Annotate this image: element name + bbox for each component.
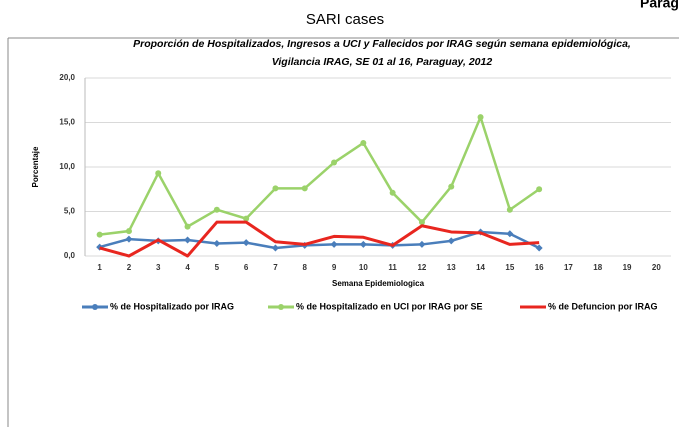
x-tick-label: 19 — [623, 263, 632, 272]
y-tick-label: 10,0 — [59, 162, 75, 171]
x-tick-label: 12 — [417, 263, 426, 272]
point — [272, 185, 279, 192]
y-axis-label: Porcentaje — [31, 146, 40, 187]
x-axis-label: Semana Epidemiologica — [332, 279, 425, 288]
x-tick-label: 3 — [156, 263, 161, 272]
point — [184, 223, 191, 230]
x-tick-label: 20 — [652, 263, 661, 272]
y-tick-label: 0,0 — [64, 251, 76, 260]
x-tick-label: 5 — [215, 263, 220, 272]
y-tick-label: 15,0 — [59, 118, 75, 127]
x-tick-label: 13 — [447, 263, 456, 272]
x-tick-label: 9 — [332, 263, 337, 272]
point — [506, 230, 514, 238]
point — [213, 240, 221, 248]
point — [184, 236, 192, 244]
point — [331, 159, 338, 166]
point — [242, 239, 250, 247]
corner-text: Parag — [640, 0, 679, 11]
legend-marker — [92, 304, 98, 310]
point — [360, 139, 367, 146]
x-tick-label: 6 — [244, 263, 249, 272]
point — [213, 206, 220, 213]
point — [301, 185, 308, 192]
point — [330, 240, 338, 248]
x-tick-label: 18 — [593, 263, 602, 272]
series-line — [99, 115, 540, 236]
point — [125, 228, 132, 235]
x-tick-label: 10 — [359, 263, 368, 272]
point — [535, 244, 543, 252]
point — [125, 235, 133, 243]
chart-subtitle: Proporción de Hospitalizados, Ingresos a… — [133, 38, 631, 50]
point — [389, 189, 396, 196]
point — [448, 183, 455, 190]
point — [447, 237, 455, 245]
point — [477, 114, 484, 121]
x-tick-label: 15 — [505, 263, 514, 272]
chart-title: SARI cases — [306, 11, 384, 28]
point — [155, 170, 162, 177]
x-tick-label: 1 — [97, 263, 102, 272]
legend-label: % de Defuncion por IRAG — [548, 301, 658, 311]
x-tick-label: 11 — [388, 263, 397, 272]
point — [536, 186, 543, 193]
point — [418, 219, 425, 226]
x-tick-label: 2 — [127, 263, 132, 272]
x-tick-label: 14 — [476, 263, 485, 272]
x-tick-label: 7 — [273, 263, 278, 272]
x-tick-label: 8 — [303, 263, 308, 272]
y-tick-label: 5,0 — [64, 207, 76, 216]
point — [418, 240, 426, 248]
point — [506, 206, 513, 213]
y-tick-label: 20,0 — [59, 73, 75, 82]
x-tick-label: 17 — [564, 263, 573, 272]
series-line — [99, 220, 540, 258]
legend-marker — [278, 304, 284, 310]
point — [271, 244, 279, 252]
point — [96, 231, 103, 238]
legend-label: % de Hospitalizado en UCI por IRAG por S… — [296, 301, 483, 311]
x-tick-label: 16 — [535, 263, 544, 272]
x-tick-label: 4 — [185, 263, 190, 272]
series-line — [99, 230, 540, 250]
chart-subtitle: Vigilancia IRAG, SE 01 al 16, Paraguay, … — [272, 56, 493, 68]
legend-label: % de Hospitalizado por IRAG — [110, 301, 234, 311]
point — [243, 215, 250, 222]
point — [359, 240, 367, 248]
